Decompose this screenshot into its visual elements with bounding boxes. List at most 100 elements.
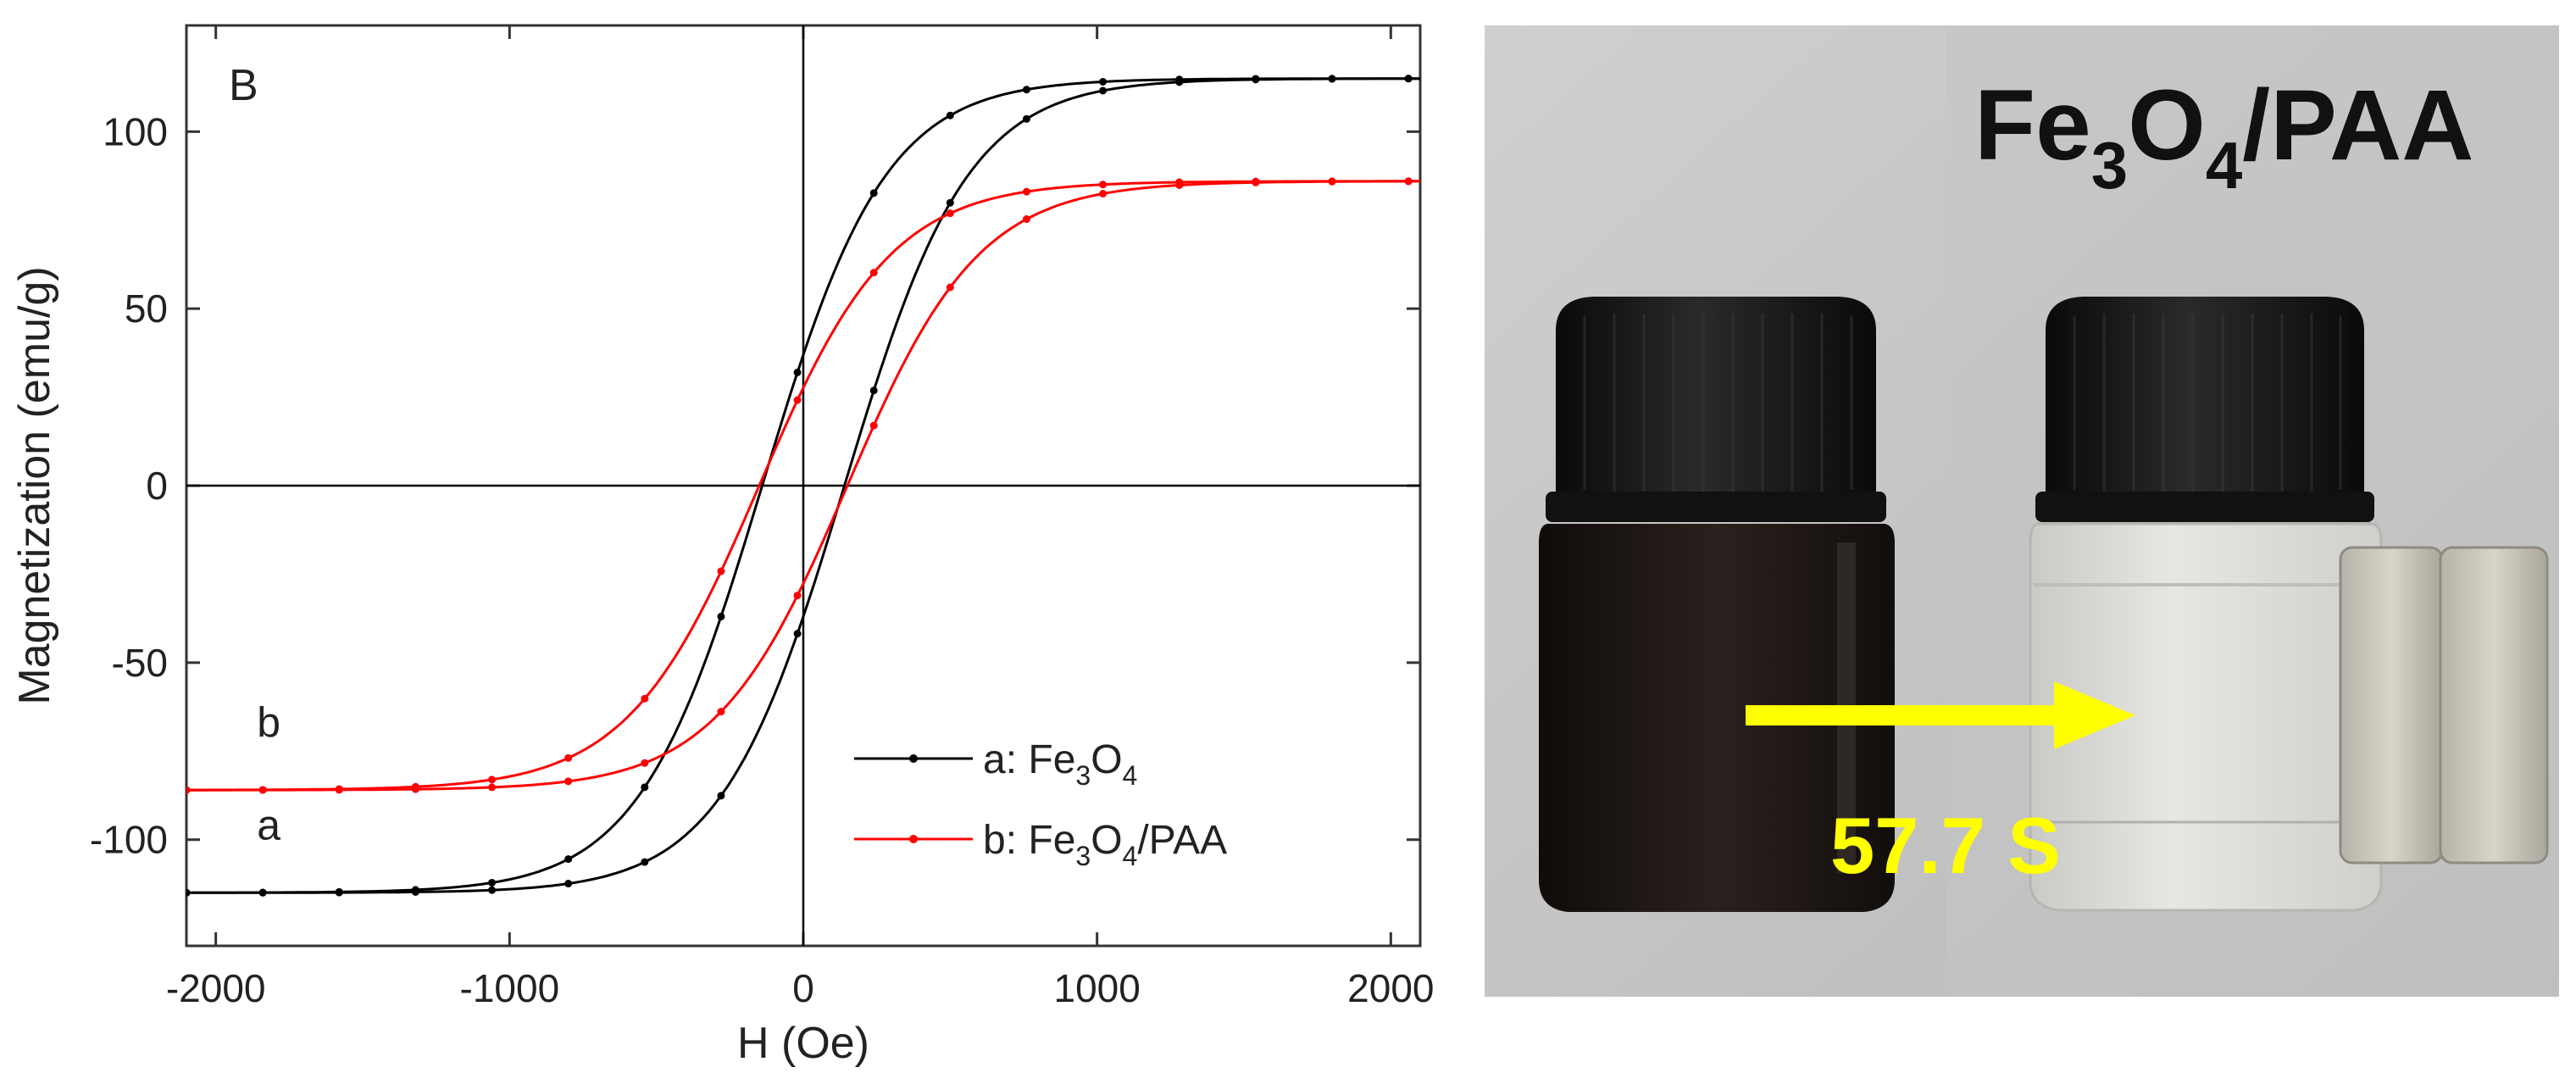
separation-arrow: [1746, 681, 2135, 749]
marker-b-1-104: [793, 396, 802, 404]
marker-a-1-0: [186, 888, 191, 897]
marker-b-0-143: [1022, 215, 1030, 224]
marker-a-1-156: [1099, 77, 1108, 86]
vial-photo: Fe3O4/PAA 57.7 S: [1485, 25, 2559, 997]
x-tick-label-3: 1000: [1053, 966, 1140, 1010]
legend-label-a: a: Fe3O4: [983, 737, 1137, 791]
marker-b-0-117: [869, 421, 878, 430]
x-tick-labels: -2000 -1000 0 1000 2000: [166, 966, 1435, 1010]
marker-a-0-91: [717, 792, 725, 800]
marker-a-0-52: [488, 886, 497, 894]
marker-a-1-104: [793, 368, 802, 376]
legend-label-b: b: Fe3O4/PAA: [983, 818, 1227, 871]
y-tick-label-4: 100: [103, 109, 168, 153]
magnet-1: [2339, 546, 2444, 865]
marker-a-0-104: [793, 630, 802, 638]
y-tick-label-3: 50: [125, 286, 168, 331]
x-tick-label-1: -1000: [460, 966, 560, 1010]
marker-b-0-130: [946, 283, 954, 292]
cap-after: [2046, 297, 2364, 502]
liquid-after: [2029, 522, 2383, 912]
curve-labels: ab: [257, 699, 280, 849]
photo-title: Fe3O4/PAA: [1974, 69, 2473, 203]
y-tick-label-2: 0: [146, 464, 168, 508]
marker-a-1-182: [1252, 75, 1260, 83]
y-tick-label-1: -50: [112, 641, 168, 685]
marker-b-1-91: [717, 567, 725, 575]
vial-before: [1539, 297, 1895, 912]
curve-a-ascending: [186, 77, 1420, 894]
marker-a-1-13: [258, 888, 267, 897]
zero-lines: [186, 25, 1420, 946]
panel-label: B: [229, 61, 258, 110]
legend-entry-b: b: Fe3O4/PAA: [854, 818, 1227, 871]
marker-b-0-78: [641, 759, 649, 767]
x-tick-label-2: 0: [792, 966, 814, 1010]
marker-a-0-78: [641, 858, 649, 866]
y-tick-labels: -100 -50 0 50 100: [90, 109, 168, 861]
cap-after-ridges: [2073, 314, 2342, 492]
marker-a-1-52: [488, 878, 497, 887]
marker-b-1-39: [411, 782, 419, 791]
marker-b-1-182: [1252, 177, 1260, 186]
marker-a-1-39: [411, 886, 419, 894]
marker-b-1-169: [1175, 178, 1184, 186]
marker-b-1-78: [641, 694, 649, 703]
marker-b-1-195: [1328, 177, 1336, 186]
legend-marker-b: [909, 835, 918, 843]
arrow-shaft: [1746, 705, 2059, 726]
marker-a-0-65: [564, 880, 573, 888]
liquid-before: [1539, 524, 1895, 912]
marker-b-1-117: [869, 269, 878, 277]
marker-a-0-143: [1022, 114, 1030, 123]
hysteresis-chart: -2000 -1000 0 1000 2000 -100 -50 0 50 100 B H (O…: [10, 24, 1435, 1068]
marker-b-0-156: [1099, 190, 1108, 198]
marker-a-0-156: [1099, 86, 1108, 95]
cap-after-rim: [2035, 492, 2374, 522]
separation-time-label: 57.7 S: [1830, 801, 2061, 890]
cap-before-rim: [1546, 492, 1886, 522]
legend-marker-a: [909, 754, 918, 763]
marker-b-1-65: [564, 753, 573, 762]
y-axis-label: Magnetization (emu/g): [10, 266, 59, 704]
magnets: [2339, 546, 2549, 865]
legend: a: Fe3O4 b: Fe3O4/PAA: [854, 737, 1227, 871]
marker-b-1-0: [186, 786, 191, 794]
curve-a-descending: [186, 77, 1420, 894]
x-tick-label-0: -2000: [166, 966, 266, 1010]
vial-after: [2029, 297, 2383, 912]
marker-b-0-65: [564, 777, 573, 786]
y-tick-label-0: -100: [90, 818, 168, 862]
marker-a-1-78: [641, 783, 649, 792]
marker-b-1-26: [335, 785, 343, 793]
marker-a-1-195: [1328, 75, 1336, 83]
x-tick-label-4: 2000: [1347, 966, 1434, 1010]
marker-b-1-13: [258, 786, 267, 794]
marker-a-1-26: [335, 887, 343, 896]
cap-before: [1556, 297, 1876, 502]
marker-b-0-91: [717, 708, 725, 716]
marker-b-1-208: [1404, 177, 1413, 186]
magnet-2: [2439, 546, 2549, 865]
cap-before-ridges: [1583, 314, 1853, 492]
marker-b-1-130: [946, 209, 954, 218]
marker-a-1-117: [869, 189, 878, 197]
arrow-head: [2054, 681, 2135, 749]
curves: [186, 75, 1420, 897]
marker-a-0-130: [946, 198, 954, 207]
marker-b-0-52: [488, 783, 497, 792]
marker-a-1-208: [1404, 75, 1413, 83]
marker-b-0-104: [793, 592, 802, 600]
curve-label-b: b: [257, 699, 280, 747]
marker-a-1-91: [717, 612, 725, 620]
marker-a-0-117: [869, 386, 878, 395]
marker-a-1-130: [946, 111, 954, 120]
curve-b-ascending: [186, 180, 1420, 792]
marker-b-1-143: [1022, 187, 1030, 196]
marker-b-1-52: [488, 776, 497, 784]
curve-b-descending: [186, 180, 1420, 792]
marker-a-1-143: [1022, 86, 1030, 94]
legend-entry-a: a: Fe3O4: [854, 737, 1137, 791]
x-axis-label: H (Oe): [737, 1019, 869, 1068]
